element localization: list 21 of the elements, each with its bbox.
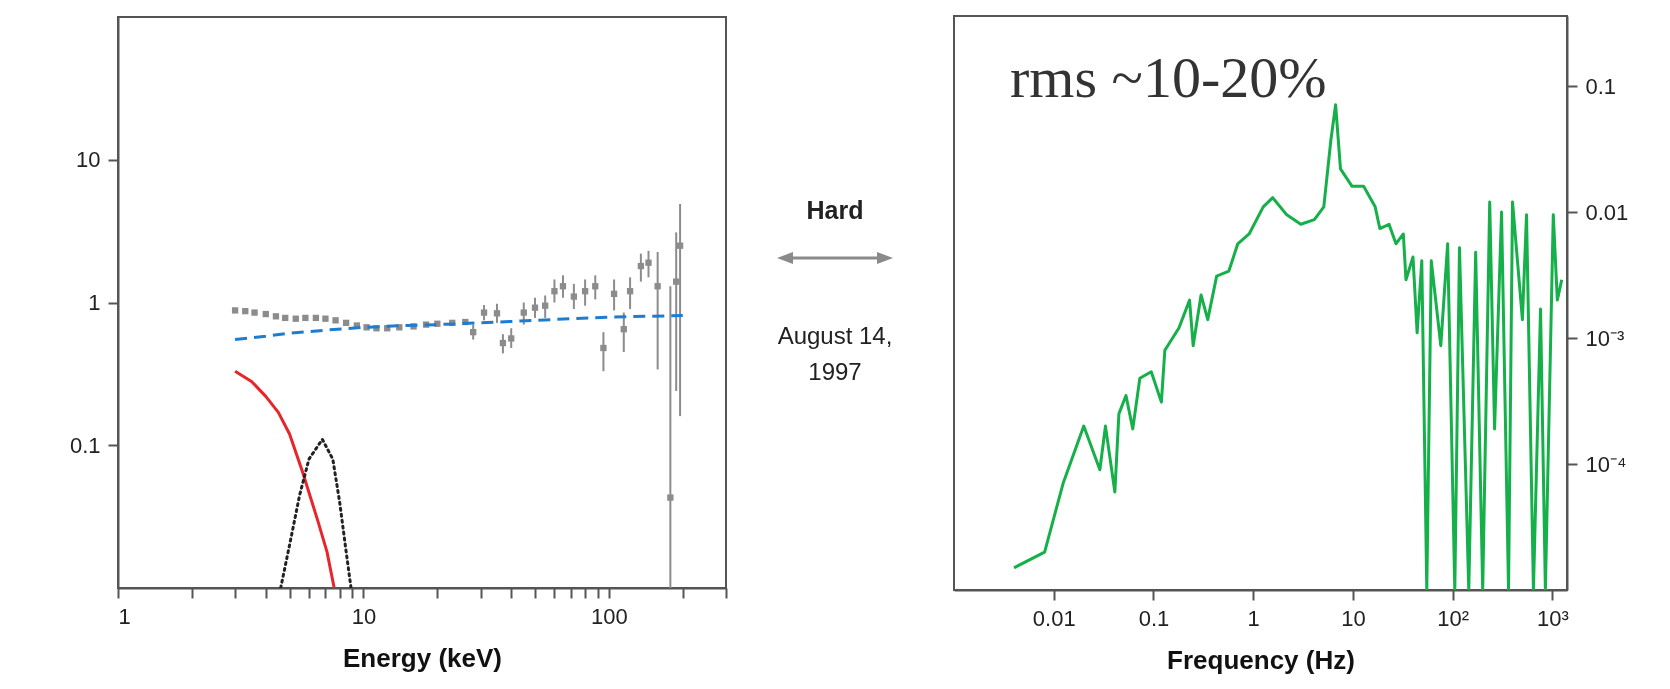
y-tick-label: 0.1 bbox=[1585, 73, 1617, 99]
y-tick-label: 10⁻⁴ bbox=[1585, 451, 1627, 477]
text: August 14, 1997 bbox=[776, 321, 894, 387]
x-tick-label: 1 bbox=[1247, 605, 1260, 631]
x-tick-label: 10² bbox=[1437, 605, 1470, 631]
x-tick-label: 0.1 bbox=[1138, 605, 1170, 631]
y-tick-label: 1 bbox=[88, 290, 101, 315]
x-axis-title: Frequency (Hz) bbox=[1167, 644, 1355, 675]
x-tick-label: 10 bbox=[1341, 605, 1366, 631]
text: Hard bbox=[805, 196, 865, 225]
y-tick-label: 10 bbox=[76, 147, 101, 173]
y-tick-label: 0.1 bbox=[69, 432, 101, 458]
x-tick-label: 10³ bbox=[1537, 605, 1569, 631]
x-tick-label: 100 bbox=[591, 603, 628, 629]
y-tick-label: 10⁻³ bbox=[1585, 325, 1625, 351]
y-tick-label: 0.01 bbox=[1585, 199, 1629, 225]
x-tick-label: 1 bbox=[118, 603, 131, 629]
x-tick-label: 10 bbox=[351, 603, 377, 629]
annotation: rms ~10-20% bbox=[1010, 44, 1327, 111]
x-axis-title: Energy (keV) bbox=[343, 642, 502, 673]
x-tick-label: 0.01 bbox=[1032, 605, 1076, 631]
